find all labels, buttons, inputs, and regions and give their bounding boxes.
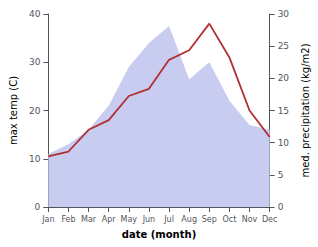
svg-text:Dec: Dec — [262, 215, 277, 224]
svg-text:5: 5 — [278, 170, 284, 180]
svg-text:med. precipitation (kg/m2): med. precipitation (kg/m2) — [300, 43, 311, 177]
svg-text:0: 0 — [35, 202, 41, 212]
svg-text:May: May — [121, 215, 138, 224]
svg-text:Mar: Mar — [81, 215, 97, 224]
svg-text:Jun: Jun — [142, 215, 156, 224]
svg-text:10: 10 — [278, 138, 290, 148]
svg-text:date (month): date (month) — [122, 229, 196, 240]
svg-text:Nov: Nov — [242, 215, 258, 224]
svg-text:20: 20 — [278, 73, 290, 83]
svg-text:Oct: Oct — [222, 215, 236, 224]
svg-text:Sep: Sep — [202, 215, 217, 224]
svg-text:30: 30 — [29, 57, 41, 67]
svg-text:Feb: Feb — [61, 215, 75, 224]
svg-text:0: 0 — [278, 202, 284, 212]
svg-text:30: 30 — [278, 9, 290, 19]
svg-text:Jan: Jan — [41, 215, 54, 224]
svg-text:max temp (C): max temp (C) — [8, 76, 19, 145]
svg-text:Apr: Apr — [102, 215, 117, 224]
svg-text:10: 10 — [29, 154, 41, 164]
svg-text:Jul: Jul — [163, 215, 174, 224]
svg-text:15: 15 — [278, 106, 289, 116]
svg-text:40: 40 — [29, 9, 41, 19]
svg-text:20: 20 — [29, 106, 41, 116]
svg-text:25: 25 — [278, 41, 289, 51]
svg-text:Aug: Aug — [181, 215, 197, 224]
